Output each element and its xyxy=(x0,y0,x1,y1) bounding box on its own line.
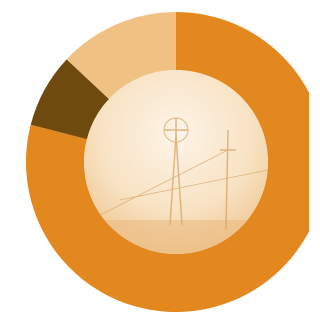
page: {"chart_data": {"type": "donut", "values… xyxy=(0,0,320,313)
chart xyxy=(0,0,309,313)
